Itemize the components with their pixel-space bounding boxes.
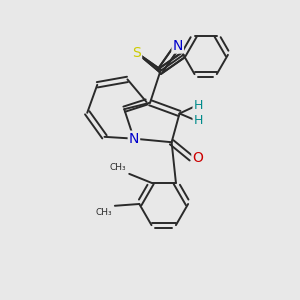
Text: H: H	[194, 114, 203, 127]
Text: CH₃: CH₃	[95, 208, 112, 217]
Text: N: N	[129, 132, 139, 145]
Text: N: N	[172, 39, 183, 52]
Text: S: S	[132, 46, 141, 60]
Text: H: H	[194, 99, 203, 112]
Text: O: O	[192, 152, 203, 165]
Text: CH₃: CH₃	[110, 164, 126, 172]
